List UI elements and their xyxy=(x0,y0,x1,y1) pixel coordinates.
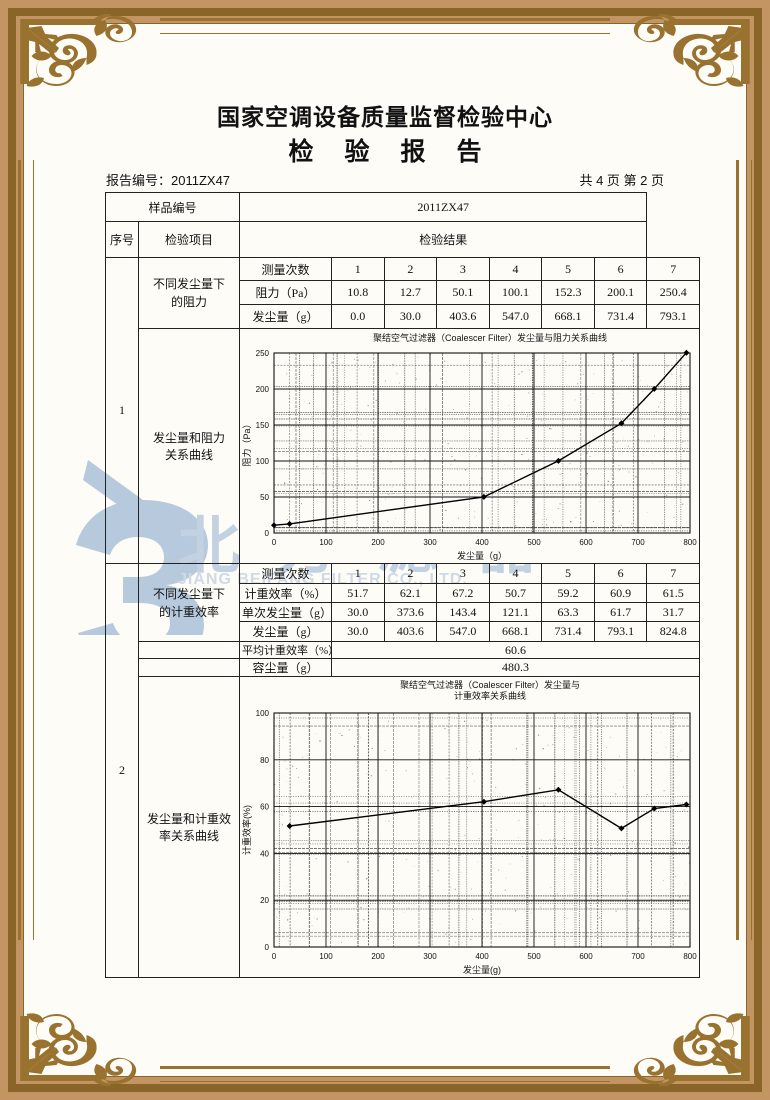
svg-text:100: 100 xyxy=(319,952,333,961)
svg-text:发尘量（g）: 发尘量（g） xyxy=(457,550,507,561)
svg-text:0: 0 xyxy=(265,529,270,538)
svg-text:200: 200 xyxy=(256,385,270,394)
svg-text:700: 700 xyxy=(631,538,645,547)
svg-text:700: 700 xyxy=(631,952,645,961)
svg-text:计重效率关系曲线: 计重效率关系曲线 xyxy=(454,690,526,701)
svg-text:阻力（Pa）: 阻力（Pa） xyxy=(241,419,252,466)
svg-text:100: 100 xyxy=(256,709,270,718)
svg-text:80: 80 xyxy=(260,756,269,765)
svg-text:150: 150 xyxy=(256,421,270,430)
svg-text:20: 20 xyxy=(260,896,269,905)
svg-text:计重效率(%): 计重效率(%) xyxy=(241,805,252,855)
svg-text:50: 50 xyxy=(260,493,269,502)
svg-text:聚结空气过滤器（Coalescer Filter）发尘量与阻: 聚结空气过滤器（Coalescer Filter）发尘量与阻力关系曲线 xyxy=(373,332,607,343)
svg-text:100: 100 xyxy=(256,457,270,466)
svg-text:200: 200 xyxy=(371,952,385,961)
svg-text:600: 600 xyxy=(579,538,593,547)
svg-text:200: 200 xyxy=(371,538,385,547)
svg-text:800: 800 xyxy=(683,952,697,961)
svg-text:100: 100 xyxy=(319,538,333,547)
svg-text:400: 400 xyxy=(475,952,489,961)
svg-text:0: 0 xyxy=(272,538,277,547)
svg-text:0: 0 xyxy=(272,952,277,961)
svg-text:40: 40 xyxy=(260,849,269,858)
svg-text:300: 300 xyxy=(423,538,437,547)
svg-text:500: 500 xyxy=(527,952,541,961)
svg-text:0: 0 xyxy=(265,943,270,952)
svg-text:250: 250 xyxy=(256,349,270,358)
svg-text:800: 800 xyxy=(683,538,697,547)
svg-text:60: 60 xyxy=(260,803,269,812)
svg-text:发尘量(g): 发尘量(g) xyxy=(463,964,501,975)
svg-text:300: 300 xyxy=(423,952,437,961)
svg-text:聚结空气过滤器（Coalescer Filter）发尘量与: 聚结空气过滤器（Coalescer Filter）发尘量与 xyxy=(400,679,580,690)
svg-text:600: 600 xyxy=(579,952,593,961)
svg-text:400: 400 xyxy=(475,538,489,547)
svg-text:500: 500 xyxy=(527,538,541,547)
